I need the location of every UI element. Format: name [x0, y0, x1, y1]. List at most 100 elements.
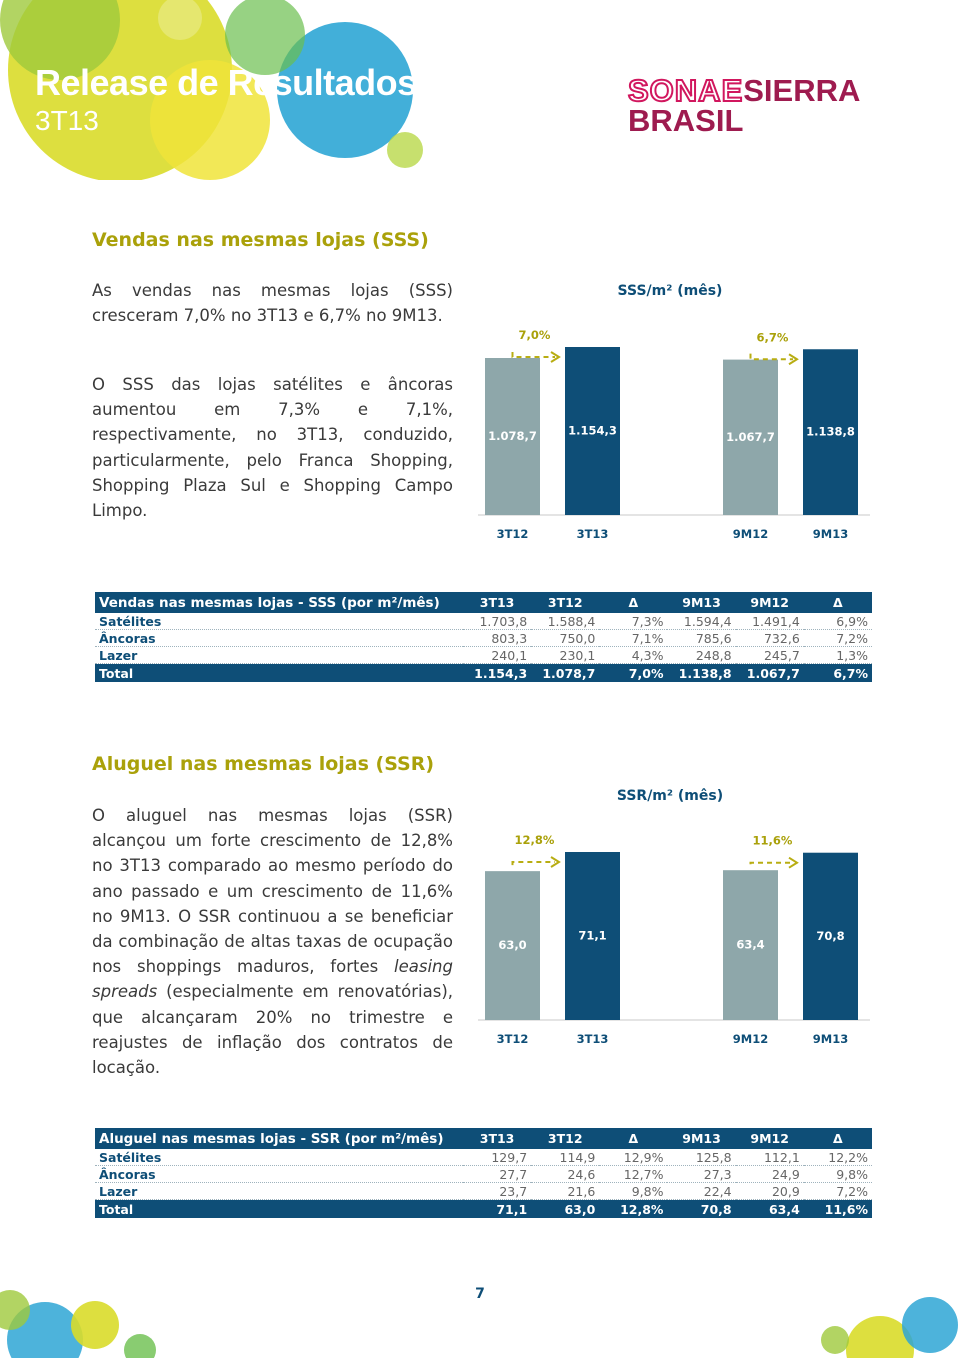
table-cell: 7,2%: [803, 629, 872, 647]
table-cell: 114,9: [531, 1149, 600, 1166]
table-cell: 12,2%: [803, 1149, 872, 1166]
table-cell: Satélites: [95, 1149, 463, 1166]
header-cell: 3T12: [531, 592, 600, 613]
table-cell: 1.594,4: [667, 613, 736, 630]
bar: [723, 870, 778, 1020]
table-header-row: Aluguel nas mesmas lojas - SSR (por m²/m…: [95, 1128, 872, 1149]
header-cell: Δ: [599, 1128, 668, 1149]
text-italic: leasing spreads: [92, 957, 453, 1002]
header-cell: Aluguel nas mesmas lojas - SSR (por m²/m…: [95, 1128, 463, 1149]
table-cell: 230,1: [531, 646, 600, 664]
paragraph: O SSS das lojas satélites e âncoras aume…: [92, 375, 453, 521]
table-cell: 9,8%: [803, 1165, 872, 1183]
table-cell: 21,6: [531, 1182, 600, 1200]
table-cell: 71,1: [463, 1199, 532, 1218]
bar: [565, 852, 620, 1020]
value-label: 71,1: [578, 929, 606, 943]
table-row: Satélites 1.703,8 1.588,4 7,3% 1.594,4 1.491,…: [95, 613, 872, 630]
page-number: 7: [475, 1286, 485, 1302]
value-label: 63,0: [498, 938, 526, 952]
table-cell: 1.078,7: [531, 663, 600, 682]
header-cell: Δ: [803, 1128, 872, 1149]
text: (especialmente em renovatórias), que alc…: [92, 982, 453, 1078]
table-cell: 11,6%: [803, 1199, 872, 1218]
growth-arrowhead: [788, 353, 799, 366]
table-cell: 248,8: [667, 646, 736, 664]
table-cell: 24,6: [531, 1165, 600, 1183]
value-label: 1.138,8: [806, 425, 855, 439]
table-row: Lazer 240,1 230,1 4,3% 248,8 245,7 1,3%: [95, 646, 872, 664]
table-cell: Satélites: [95, 613, 463, 630]
bar: [803, 852, 858, 1020]
category-label: 9M12: [733, 1032, 768, 1046]
table-row: Lazer 23,7 21,6 9,8% 22,4 20,9 7,2%: [95, 1182, 872, 1200]
header-cell: Δ: [599, 592, 668, 613]
table-row: Total 1.154,3 1.078,7 7,0% 1.138,8 1.067,7 6,7…: [95, 663, 872, 682]
growth-annotation: 6,7%: [757, 330, 789, 344]
table-cell: 6,9%: [803, 613, 872, 630]
table-cell: 27,7: [463, 1165, 532, 1183]
table-cell: 22,4: [667, 1182, 736, 1200]
category-label: 9M13: [813, 527, 848, 541]
section-heading: Aluguel nas mesmas lojas (SSR): [92, 753, 435, 775]
table-cell: 6,7%: [803, 663, 872, 682]
category-label: 9M13: [813, 1032, 848, 1046]
header-cell: 3T12: [531, 1128, 600, 1149]
growth-annotation: 11,6%: [753, 834, 793, 848]
header-cell: 3T13: [463, 592, 532, 613]
table-cell: Lazer: [95, 1182, 463, 1200]
table-cell: 12,9%: [599, 1149, 668, 1166]
table-cell: 12,8%: [599, 1199, 668, 1218]
section-heading: Vendas nas mesmas lojas (SSS): [92, 229, 429, 251]
table-row: Âncoras 803,3 750,0 7,1% 785,6 732,6 7,2%: [95, 629, 872, 647]
logo-part: SONAE: [627, 73, 744, 108]
category-label: 9M12: [733, 527, 768, 541]
table-cell: 7,0%: [599, 663, 668, 682]
table-cell: Total: [95, 1199, 463, 1218]
paragraph: O aluguel nas mesmas lojas (SSR) alcanço…: [92, 803, 615, 1080]
table-cell: 7,3%: [599, 613, 668, 630]
table-cell: 112,1: [735, 1149, 804, 1166]
table-cell: 1.154,3: [463, 663, 532, 682]
growth-annotation: 12,8%: [515, 833, 555, 847]
chart-title: SSS/m² (mês): [618, 283, 723, 299]
report-title: Release de Resultados: [35, 62, 417, 103]
growth-arrow: [511, 352, 555, 358]
table-wrap: Aluguel nas mesmas lojas - SSR (por m²/m…: [95, 1128, 872, 1218]
table-cell: 7,1%: [599, 629, 668, 647]
table-cell: 129,7: [463, 1149, 532, 1166]
paragraph-wrap: O aluguel nas mesmas lojas (SSR) alcanço…: [92, 803, 615, 1080]
text: O aluguel nas mesmas lojas (SSR) alcanço…: [92, 806, 453, 977]
category-label: 3T12: [497, 527, 529, 541]
bar-chart: SSS/m² (mês) 1.078,7 3T12 1.154,3 3T13 1.067,…: [478, 283, 870, 541]
category-label: 3T12: [497, 1032, 529, 1046]
table-cell: 125,8: [667, 1149, 736, 1166]
header-cell: 3T13: [463, 1128, 532, 1149]
table-cell: 70,8: [667, 1199, 736, 1218]
table-row: Âncoras 27,7 24,6 12,7% 27,3 24,9 9,8%: [95, 1165, 872, 1183]
bar: [803, 349, 858, 515]
table-cell: 7,2%: [803, 1182, 872, 1200]
table-cell: 1.067,7: [735, 663, 804, 682]
table-cell: 23,7: [463, 1182, 532, 1200]
growth-arrowhead: [550, 351, 561, 363]
table-cell: Âncoras: [95, 629, 463, 647]
data-table: Vendas nas mesmas lojas - SSS (por m²/mê…: [95, 592, 872, 682]
table-cell: 9,8%: [599, 1182, 668, 1200]
bar: [723, 359, 778, 515]
growth-arrow: [749, 861, 793, 865]
category-label: 3T13: [577, 1032, 609, 1046]
value-label: 63,4: [736, 938, 764, 952]
table-cell: 27,3: [667, 1165, 736, 1183]
header-cell: Vendas nas mesmas lojas - SSS (por m²/mê…: [95, 592, 463, 613]
table-cell: 1.491,4: [735, 613, 804, 630]
value-label: 1.078,7: [488, 429, 537, 443]
header-cell: 9M13: [667, 592, 736, 613]
table-cell: Total: [95, 663, 463, 682]
table-cell: Lazer: [95, 646, 463, 664]
data-table: Aluguel nas mesmas lojas - SSR (por m²/m…: [95, 1128, 872, 1218]
bar: [485, 871, 540, 1020]
growth-arrowhead: [788, 856, 799, 869]
table-cell: 240,1: [463, 646, 532, 664]
logo-part: SIERRA: [743, 73, 861, 108]
